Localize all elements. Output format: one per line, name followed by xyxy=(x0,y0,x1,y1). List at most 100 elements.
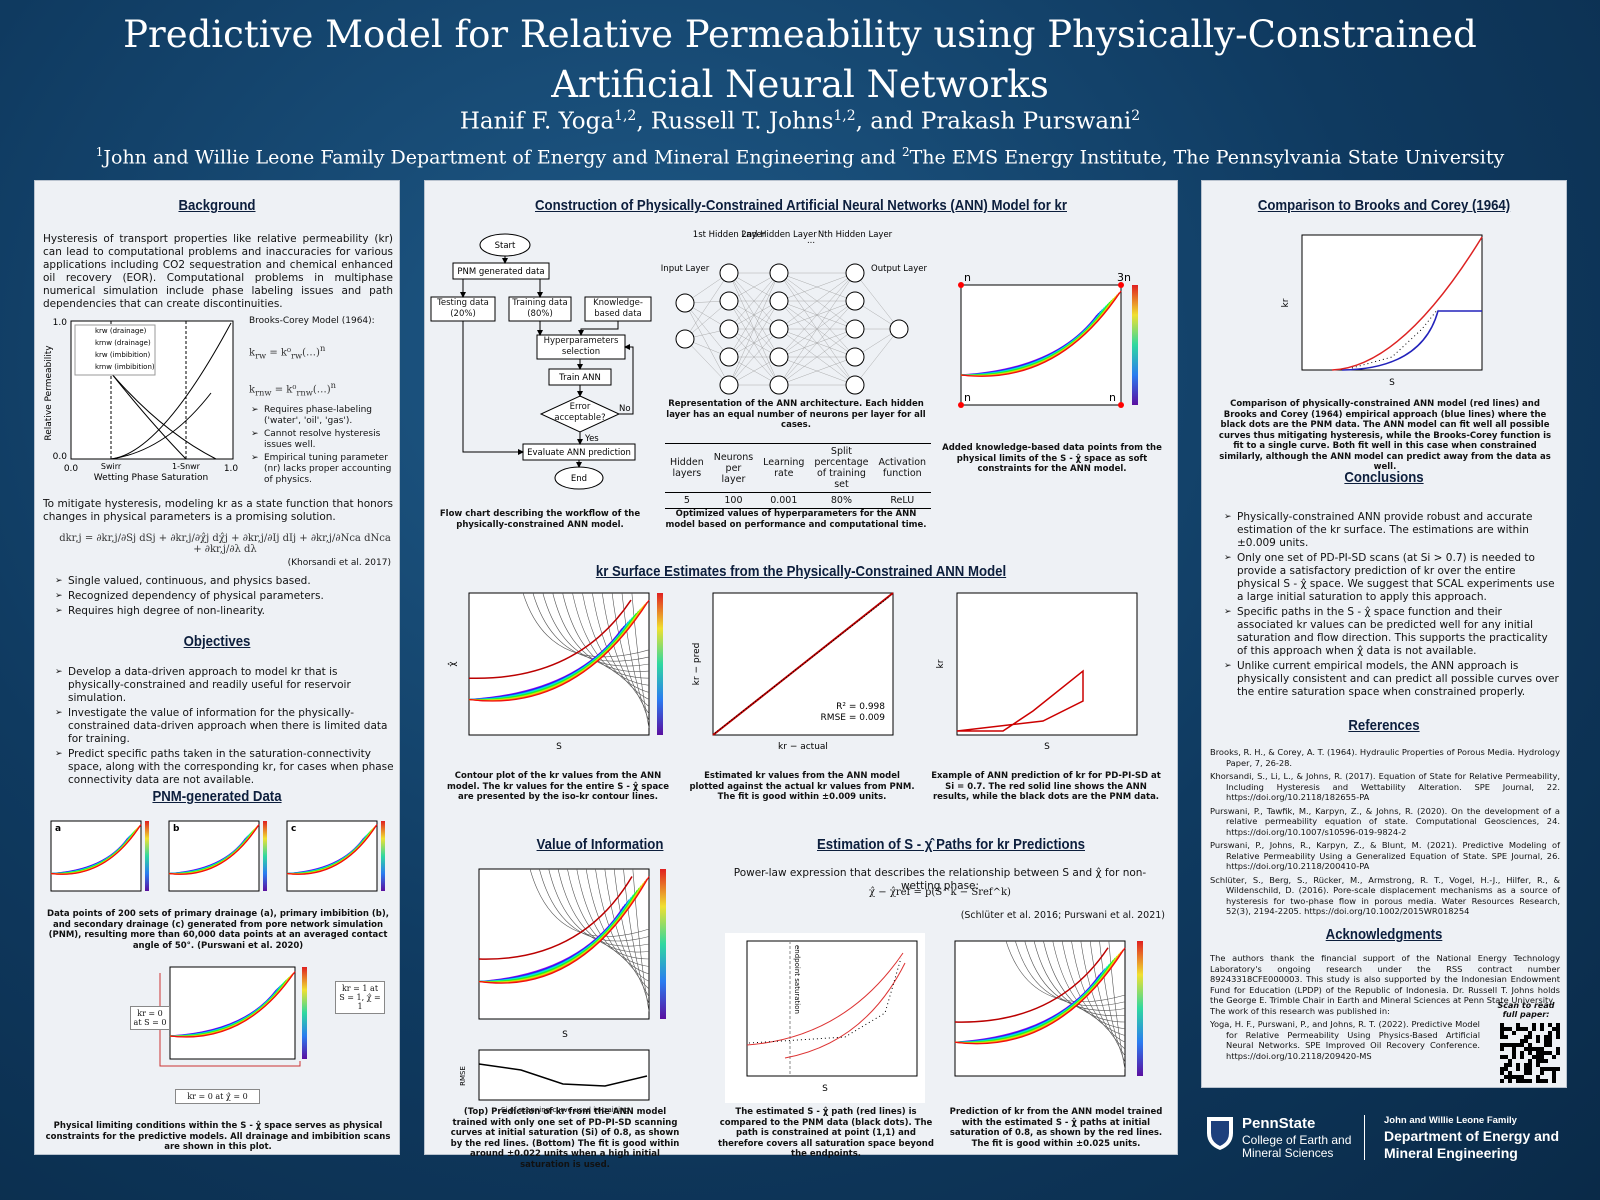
qr-cell xyxy=(1544,1079,1548,1083)
contour xyxy=(631,592,650,728)
heading: Acknowledgments xyxy=(1325,926,1443,943)
y-label: kr − pred xyxy=(692,643,702,686)
y-label: Relative Permeability xyxy=(44,345,54,441)
y-label: kr xyxy=(936,659,946,668)
curve xyxy=(169,971,296,1038)
list: Single valued, continuous, and physics b… xyxy=(55,575,395,620)
colorbar xyxy=(381,821,385,891)
qr-cell xyxy=(1536,1079,1540,1083)
qr-cell xyxy=(1512,1043,1516,1047)
contour xyxy=(542,592,650,667)
contour xyxy=(1024,940,1126,1011)
table-cell: 80% xyxy=(830,495,853,506)
corner-label: n xyxy=(964,273,971,284)
legend-entry: krnw (imbibition) xyxy=(95,363,155,371)
qr-cell xyxy=(1516,1079,1520,1083)
legend-entry: krw (imbibition) xyxy=(95,351,151,359)
neuron xyxy=(845,375,865,395)
curve xyxy=(168,824,260,875)
contour xyxy=(1033,940,1126,1017)
qr-cell xyxy=(1544,1051,1548,1055)
contour xyxy=(562,592,650,679)
shield xyxy=(1207,1117,1233,1150)
x-label: kr − actual xyxy=(778,742,828,752)
qr-cell xyxy=(1520,1055,1524,1059)
qr-cell xyxy=(1512,1051,1516,1055)
table-header: Activation function xyxy=(878,457,927,479)
aff-text: The EMS Energy Institute, The Pennsylvan… xyxy=(909,146,1505,169)
node: Evaluate ANN prediction xyxy=(527,448,631,458)
table-cell: ReLU xyxy=(890,495,915,506)
college: College of Earth and Mineral Sciences xyxy=(1242,1133,1352,1160)
contour xyxy=(1005,940,1126,1003)
aff-text: John and Willie Leone Family Department … xyxy=(103,146,902,169)
qr-cell xyxy=(1528,1047,1532,1051)
tick: 0.0 xyxy=(64,464,79,474)
qr-cell xyxy=(1516,1063,1520,1067)
x-label: S xyxy=(822,1084,828,1094)
qr-cell xyxy=(1520,1043,1524,1047)
fan xyxy=(50,824,142,875)
qr-cell xyxy=(1524,1067,1528,1071)
y-label: χ̂ xyxy=(447,661,458,666)
qr-cell xyxy=(1544,1039,1548,1043)
aff-sup: 1 xyxy=(95,145,104,159)
bullet: Predict specific paths taken in the satu… xyxy=(55,748,395,787)
bullet: Requires phase-labeling ('water', 'oil',… xyxy=(251,405,397,427)
x-label: S xyxy=(556,742,562,752)
qr-cell xyxy=(1540,1027,1544,1031)
reference: Schlüter, S., Berg, S., Rücker, M., Arms… xyxy=(1210,874,1560,917)
table-header: Split percentage of training set xyxy=(814,446,869,490)
heading: PNM-generated Data xyxy=(152,788,282,805)
qr-cell xyxy=(1508,1027,1512,1031)
author-name: and Prakash Purswani xyxy=(862,108,1132,135)
curve xyxy=(960,290,1122,377)
bc-plot: Relative Permeability 1.0 0.0 0.0 Swirr … xyxy=(44,318,238,483)
qr-cell xyxy=(1500,1023,1504,1027)
bullet: Only one set of PD-PI-SD scans (at Si > … xyxy=(1224,552,1560,604)
x-label: Si of scanning curve used in training xyxy=(501,1106,629,1114)
qr-cell xyxy=(1500,1043,1504,1047)
curve xyxy=(50,824,142,875)
neuron xyxy=(719,347,739,367)
qr-cell xyxy=(1504,1067,1508,1071)
qr-cell xyxy=(1540,1079,1544,1083)
contour xyxy=(1080,940,1126,1050)
qr-cell xyxy=(1512,1075,1516,1079)
annotation: endpoint saturation xyxy=(793,945,801,1014)
qr-cell xyxy=(1508,1075,1512,1079)
edge xyxy=(778,272,856,386)
qr-cell xyxy=(1528,1071,1532,1075)
edge xyxy=(728,272,780,302)
heading: Conclusions xyxy=(1344,469,1424,486)
frame xyxy=(468,592,650,736)
path-kr-plot xyxy=(954,940,1143,1077)
qr-cell xyxy=(1544,1035,1548,1039)
qr-cell xyxy=(1556,1031,1560,1035)
citation: (Schlüter et al. 2016; Purswani et al. 2… xyxy=(960,910,1165,921)
qr-cell xyxy=(1544,1043,1548,1047)
qr-cell xyxy=(1516,1075,1520,1079)
curve xyxy=(478,876,650,984)
qr-cell xyxy=(1500,1055,1504,1059)
node: PNM generated data xyxy=(457,267,544,277)
qr-cell xyxy=(1540,1023,1544,1027)
title: Predictive Model for Relative Permeabili… xyxy=(123,13,1477,106)
bullet: Specific paths in the S - χ̂ space funct… xyxy=(1224,606,1560,658)
author-sup: 1,2 xyxy=(614,108,637,124)
heading: Value of Information xyxy=(536,836,664,853)
node: Start xyxy=(495,241,516,251)
references: Brooks, R. H., & Corey, A. T. (1964). Hy… xyxy=(1210,747,1560,920)
qr-cell xyxy=(1548,1067,1552,1071)
heading: Background xyxy=(178,197,256,214)
author-name: Hanif F. Yoga xyxy=(459,108,615,135)
contour xyxy=(604,868,650,990)
qr-cell xyxy=(1512,1047,1516,1051)
author-sep: , xyxy=(855,108,863,135)
qr-cell xyxy=(1528,1059,1532,1063)
colorbar xyxy=(657,593,663,735)
qr-cell xyxy=(1508,1079,1512,1083)
qr-cell xyxy=(1536,1063,1540,1067)
